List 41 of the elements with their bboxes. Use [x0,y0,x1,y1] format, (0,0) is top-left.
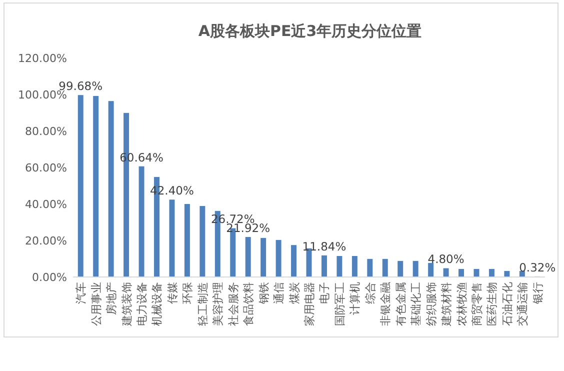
x-tick-label: 电子 [318,282,332,304]
x-tick-label: 钢铁 [257,282,270,305]
x-tick-label: 国防军工 [333,282,346,326]
x-tick-label: 交通运输 [516,282,530,326]
x-tick-label: 计算机 [348,282,362,315]
x-tick-label: 家用电器 [303,282,316,326]
x-tick-label: 美容护理 [212,282,225,326]
x-tick-label: 基础化工 [410,282,423,326]
x-tick-label: 煤炭 [288,282,301,304]
x-tick-label: 医药生物 [486,282,499,326]
x-tick-label: 纺织服饰 [424,282,438,326]
data-label: 0.32% [519,260,556,274]
chart-title: A股各板块PE近3年历史分位位置 [198,22,422,40]
x-tick-label: 环保 [181,282,194,304]
x-tick-label: 食品饮料 [242,282,256,326]
data-label: 4.80% [428,252,464,266]
y-tick-label: 40.00% [25,198,67,211]
x-tick-label: 轻工制造 [196,282,210,326]
x-tick-label: 非银金融 [379,282,392,326]
x-tick-label: 传媒 [166,282,179,304]
y-tick-label: 80.00% [25,125,67,138]
x-tick-label: 通信 [272,282,286,304]
y-tick-label: 20.00% [25,234,67,248]
x-tick-label: 建筑材料 [440,282,454,327]
x-tick-label: 机械设备 [150,282,164,326]
x-tick-label: 汽车 [74,282,88,304]
y-tick-label: 0.00% [32,271,67,284]
x-tick-label: 银行 [531,282,544,305]
x-tick-label: 商贸零售 [470,282,484,326]
x-tick-label: 农林牧渔 [455,282,468,326]
y-tick-label: 120.00% [18,52,67,65]
x-tick-label: 社会服务 [226,282,240,326]
x-tick-label: 综合 [364,282,377,304]
x-tick-label: 公用事业 [90,282,103,326]
x-tick-label: 石油石化 [500,282,514,326]
x-tick-label: 有色金属 [394,282,408,326]
x-tick-label: 房地产 [105,282,118,315]
x-tick-label: 建筑装饰 [120,282,134,327]
x-tick-label: 电力设备 [136,282,149,326]
y-tick-label: 60.00% [25,162,67,174]
data-label: 11.84% [302,239,346,254]
